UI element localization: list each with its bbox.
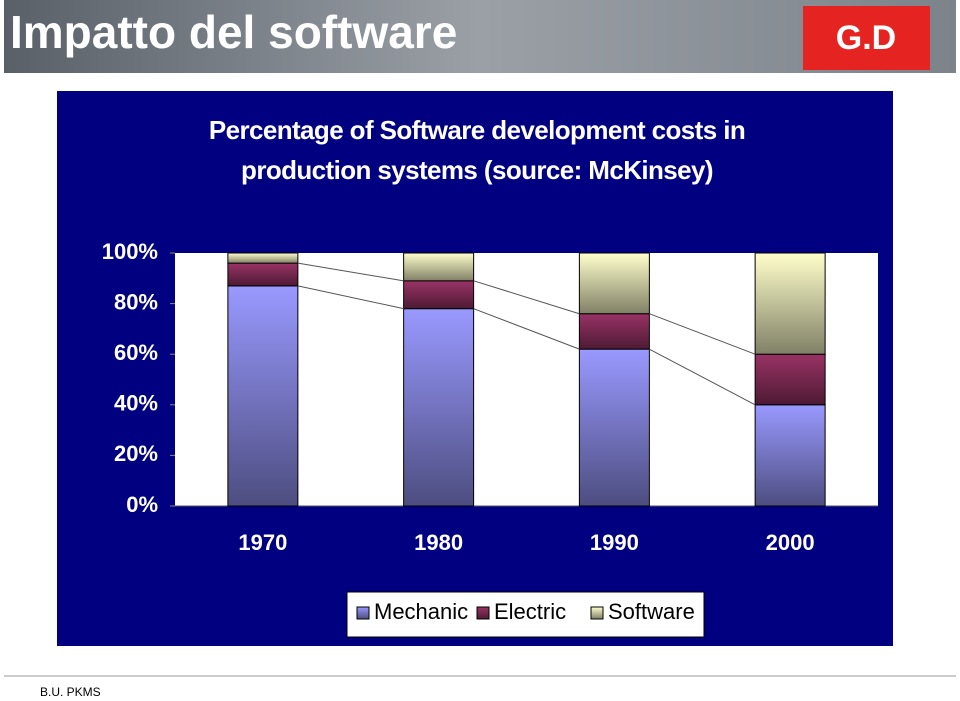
chart-title: Percentage of Software development costs… [208, 115, 746, 185]
series-line [649, 313, 756, 355]
y-tick-label: 60% [114, 340, 158, 365]
bar-segment [227, 285, 299, 507]
series-line [297, 262, 404, 282]
y-tick-label: 0% [126, 492, 158, 517]
y-tick-label: 20% [114, 441, 158, 466]
legend-swatch [356, 606, 370, 620]
x-tick-label: 1980 [414, 530, 463, 555]
series-line [297, 285, 404, 310]
y-tick-label: 80% [114, 289, 158, 314]
legend-swatch [590, 606, 604, 620]
slide-title: Impatto del software [10, 6, 457, 58]
bar-segment [578, 313, 650, 350]
logo: G.D [836, 19, 896, 57]
series-line [649, 348, 756, 406]
bar-segment [754, 252, 826, 355]
bar-segment [754, 404, 826, 507]
header-band [4, 0, 956, 73]
legend-label: Software [608, 599, 695, 624]
legend-label: Mechanic [374, 599, 468, 624]
y-tick-label: 100% [102, 239, 158, 264]
x-tick-label: 1990 [590, 530, 639, 555]
bar-segment [227, 252, 299, 264]
bar-segment [578, 252, 650, 315]
legend-label: Electric [494, 599, 566, 624]
y-tick-label: 40% [114, 391, 158, 416]
logo-box [803, 6, 930, 70]
bar-segment [227, 262, 299, 287]
footer: B.U. PKMS [40, 685, 101, 699]
bar-segment [403, 308, 475, 507]
legend-box [346, 591, 705, 638]
x-tick-label: 2000 [766, 530, 815, 555]
series-line [473, 308, 580, 350]
series-line [473, 280, 580, 315]
legend-swatch [476, 606, 490, 620]
bar-segment [578, 348, 650, 507]
bar-segment [754, 353, 826, 406]
bar-segment [403, 252, 475, 282]
chart: 0% 20% 40% 60% 80% 100% 1970 1980 1990 2000 Mechan… [102, 239, 878, 638]
x-tick-label: 1970 [238, 530, 287, 555]
bar-segment [403, 280, 475, 310]
